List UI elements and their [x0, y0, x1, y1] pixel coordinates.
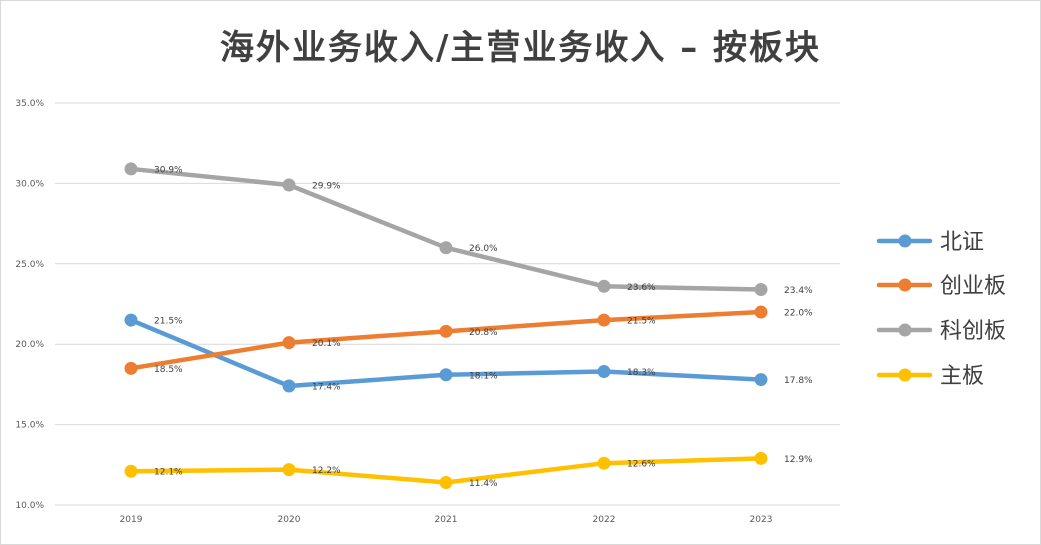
- data-label: 17.4%: [312, 383, 341, 393]
- data-point: [439, 241, 453, 255]
- x-axis-ticks: 2019 2020 2021 2022 2023: [120, 515, 773, 525]
- data-label: 12.1%: [154, 468, 183, 478]
- legend-marker: [898, 323, 912, 337]
- data-label: 30.9%: [154, 165, 183, 175]
- data-point: [754, 283, 768, 297]
- data-point: [597, 456, 611, 470]
- data-point: [282, 379, 296, 393]
- legend-item[interactable]: 创业板: [876, 274, 1006, 299]
- legend-label: 北证: [940, 230, 984, 255]
- y-tick-label: 30.0%: [15, 179, 44, 189]
- data-label: 12.6%: [627, 460, 656, 470]
- data-label: 20.1%: [312, 339, 341, 349]
- data-label: 21.5%: [154, 317, 183, 327]
- data-point: [124, 464, 138, 478]
- data-label: 11.4%: [469, 479, 498, 489]
- y-tick-label: 15.0%: [15, 421, 44, 431]
- data-label: 18.3%: [627, 368, 656, 378]
- data-point: [597, 313, 611, 327]
- data-label: 29.9%: [312, 182, 341, 192]
- data-label: 17.8%: [784, 376, 813, 386]
- series-group: [124, 162, 768, 489]
- y-tick-label: 10.0%: [15, 501, 44, 511]
- series-line: [128, 166, 764, 292]
- data-point: [597, 279, 611, 293]
- legend-label: 创业板: [940, 274, 1006, 299]
- data-label: 21.5%: [627, 317, 656, 327]
- y-axis-ticks: 10.0% 15.0% 20.0% 25.0% 30.0% 35.0%: [15, 99, 44, 511]
- data-point: [124, 361, 138, 375]
- data-labels: 21.5% 17.4% 18.1% 18.3% 17.8% 18.5% 20.1% 20.8%…: [154, 165, 813, 489]
- legend-marker: [898, 368, 912, 382]
- data-label: 18.5%: [154, 365, 183, 375]
- data-point: [439, 368, 453, 382]
- data-point: [282, 178, 296, 192]
- data-label: 26.0%: [469, 244, 498, 254]
- legend-item[interactable]: 科创板: [876, 319, 1006, 344]
- y-tick-label: 35.0%: [15, 99, 44, 109]
- data-label: 12.2%: [312, 466, 341, 476]
- x-tick-label: 2020: [278, 515, 301, 525]
- legend-marker: [898, 234, 912, 248]
- data-label: 12.9%: [784, 455, 813, 465]
- data-label: 23.6%: [627, 283, 656, 293]
- data-label: 22.0%: [784, 309, 813, 319]
- data-point: [754, 373, 768, 387]
- data-point: [124, 313, 138, 327]
- data-point: [439, 475, 453, 489]
- data-label: 20.8%: [469, 328, 498, 338]
- data-point: [439, 324, 453, 338]
- data-label: 18.1%: [469, 371, 498, 381]
- legend-marker: [898, 278, 912, 292]
- legend-item[interactable]: 北证: [876, 230, 984, 255]
- data-point: [282, 463, 296, 477]
- data-point: [754, 305, 768, 319]
- data-label: 23.4%: [784, 286, 813, 296]
- data-point: [597, 365, 611, 379]
- y-tick-label: 25.0%: [15, 260, 44, 270]
- x-tick-label: 2023: [750, 515, 773, 525]
- x-tick-label: 2022: [593, 515, 616, 525]
- x-tick-label: 2021: [435, 515, 458, 525]
- legend-label: 科创板: [940, 319, 1006, 344]
- x-tick-label: 2019: [120, 515, 143, 525]
- chart-title: 海外业务收入/主营业务收入 – 按板块: [219, 28, 822, 68]
- data-point: [754, 451, 768, 465]
- legend-item[interactable]: 主板: [876, 364, 984, 389]
- gridlines: [55, 102, 840, 506]
- data-point: [282, 336, 296, 350]
- data-point: [124, 162, 138, 176]
- y-tick-label: 20.0%: [15, 340, 44, 350]
- legend-label: 主板: [940, 364, 984, 389]
